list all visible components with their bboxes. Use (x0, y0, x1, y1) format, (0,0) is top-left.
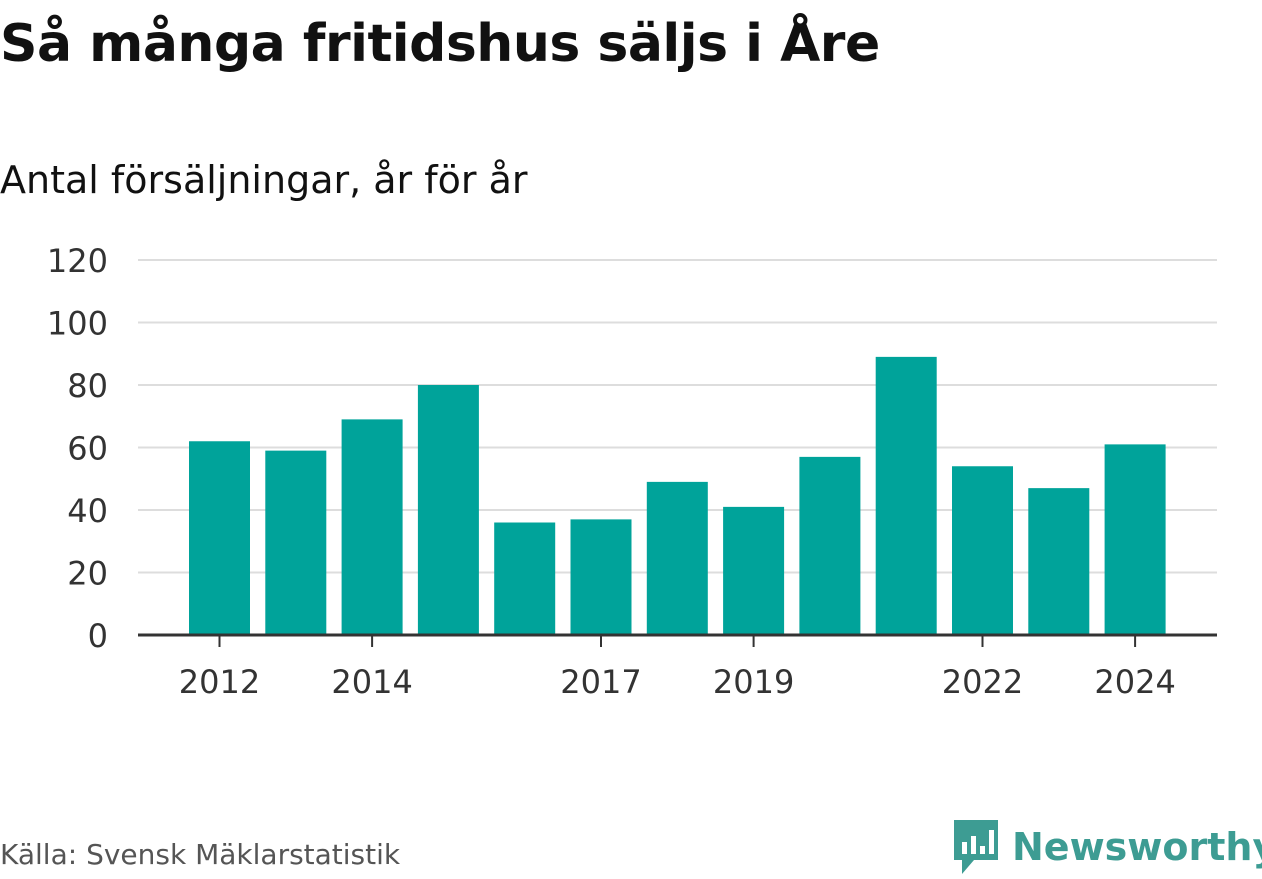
bar-2017 (570, 519, 632, 635)
y-tick-label: 120 (47, 242, 108, 280)
x-axis-ticks: 2012 2014 2017 2019 2022 2024 (179, 635, 1176, 701)
chart-subtitle: Antal försäljningar, år för år (0, 158, 528, 202)
chart-title: Så många fritidshus säljs i Åre (0, 14, 880, 74)
bar-2020 (799, 456, 861, 635)
bars (189, 356, 1166, 635)
bar-2015 (417, 385, 479, 635)
bar-2016 (494, 522, 556, 635)
y-tick-label: 20 (67, 555, 108, 593)
bar-2013 (265, 450, 327, 635)
y-tick-label: 60 (67, 430, 108, 468)
newsworthy-logo-icon (954, 820, 998, 874)
y-tick-label: 80 (67, 367, 108, 405)
source-note: Källa: Svensk Mäklarstatistik (0, 838, 401, 871)
bar-2019 (723, 506, 785, 635)
x-tick-label: 2017 (560, 663, 641, 701)
bar-2018 (646, 481, 708, 635)
x-tick-label: 2022 (942, 663, 1023, 701)
bar-2014 (341, 419, 403, 635)
x-tick-label: 2014 (331, 663, 412, 701)
y-tick-label: 0 (88, 617, 108, 655)
y-tick-label: 40 (67, 492, 108, 530)
x-tick-label: 2019 (713, 663, 794, 701)
bar-2023 (1028, 488, 1090, 635)
logo-text: Newsworthy (1012, 825, 1262, 869)
x-tick-label: 2024 (1094, 663, 1175, 701)
bar-2012 (189, 441, 250, 635)
bar-2024 (1104, 444, 1166, 635)
bar-2021 (875, 356, 937, 635)
newsworthy-logo: Newsworthy (950, 816, 1262, 878)
y-tick-label: 100 (47, 305, 108, 343)
x-tick-label: 2012 (179, 663, 260, 701)
y-axis-ticks: 0 20 40 60 80 100 120 (47, 242, 108, 655)
bar-2022 (952, 466, 1013, 635)
